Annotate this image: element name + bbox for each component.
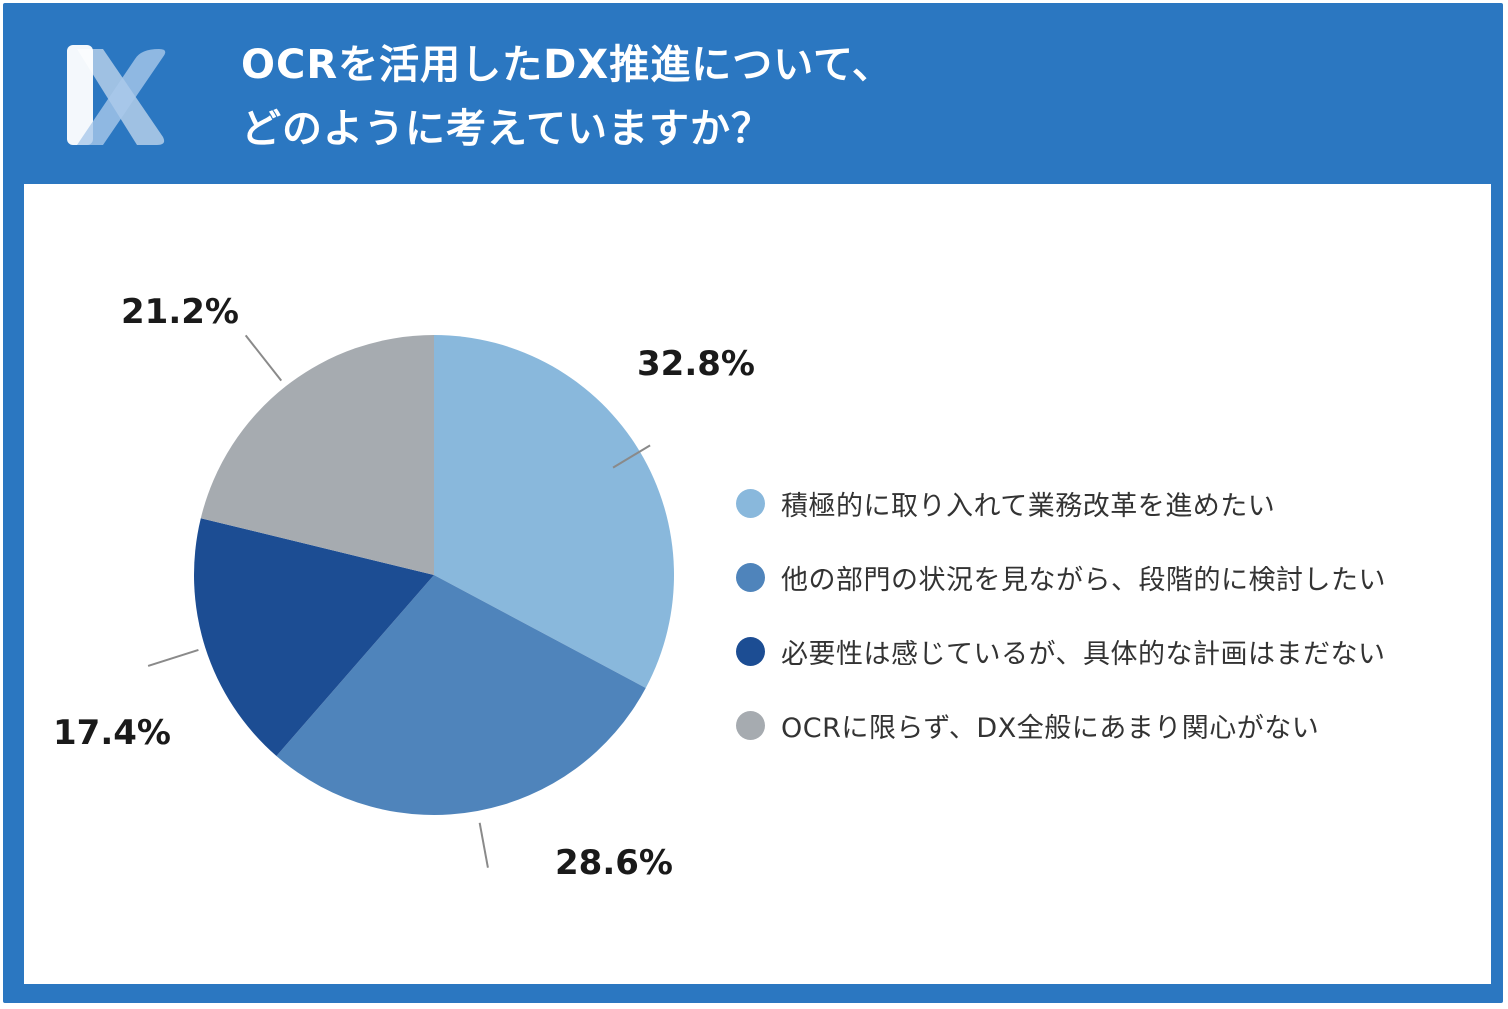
pie-slice — [194, 518, 434, 757]
leader-line — [147, 648, 199, 667]
title-line-2: どのように考えていますか？ — [241, 106, 772, 152]
legend-item: OCRに限らず、DX全般にあまり関心がない — [736, 688, 1386, 762]
legend-label: OCRに限らず、DX全般にあまり関心がない — [781, 712, 1320, 744]
legend-item: 必要性は感じているが、具体的な計画はまだない — [736, 614, 1386, 688]
legend-label: 積極的に取り入れて業務改革を進めたい — [781, 490, 1276, 522]
pie-slice — [276, 575, 646, 815]
legend-swatch — [736, 710, 765, 740]
leader-line — [478, 822, 489, 868]
legend-label: 他の部門の状況を見ながら、段階的に検討したい — [781, 564, 1386, 596]
data-label: 21.2% — [121, 292, 239, 332]
pie-slice — [434, 335, 674, 688]
legend-label: 必要性は感じているが、具体的な計画はまだない — [781, 638, 1386, 670]
dx-logo-icon — [67, 45, 166, 145]
legend-swatch — [736, 488, 765, 518]
legend-swatch — [736, 636, 765, 666]
data-label: 17.4% — [53, 713, 171, 753]
data-label: 28.6% — [555, 843, 673, 883]
chart-legend: 積極的に取り入れて業務改革を進めたい 他の部門の状況を見ながら、段階的に検討した… — [736, 466, 1386, 762]
data-label: 32.8% — [637, 344, 755, 384]
leader-line — [244, 334, 283, 382]
pie-slice — [200, 335, 434, 575]
title-line-1: OCRを活用したDX推進について、 — [241, 42, 894, 88]
pie-chart: 32.8% 28.6% 17.4% 21.2% — [53, 292, 755, 883]
legend-swatch — [736, 562, 765, 592]
legend-item: 他の部門の状況を見ながら、段階的に検討したい — [736, 540, 1386, 614]
chart-panel: 32.8% 28.6% 17.4% 21.2% 積極的に取り入れて業務改革を進めたい … — [24, 184, 1491, 984]
chart-frame: OCRを活用したDX推進について、 どのように考えていますか？ 32.8% 28.… — [3, 3, 1503, 1003]
leader-line — [612, 444, 651, 469]
page-title: OCRを活用したDX推進について、 どのように考えていますか？ — [241, 33, 893, 161]
legend-item: 積極的に取り入れて業務改革を進めたい — [736, 466, 1386, 540]
